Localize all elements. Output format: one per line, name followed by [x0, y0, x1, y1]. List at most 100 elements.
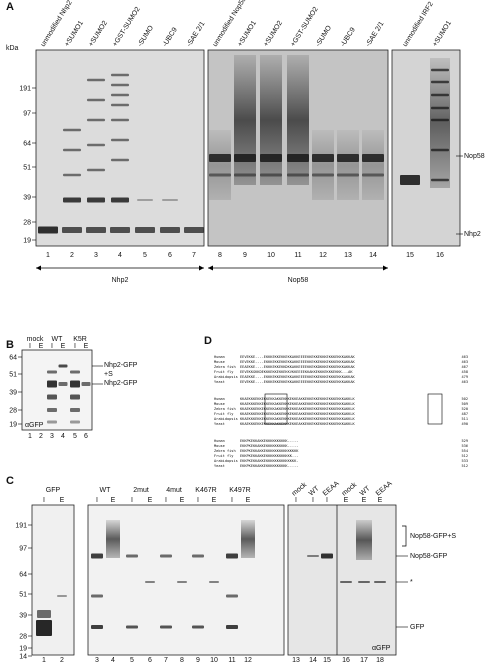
- species-label: Arabidopsis: [214, 459, 238, 463]
- group-label: EEAA: [322, 480, 341, 498]
- lane-number: 5: [73, 433, 77, 440]
- band: [47, 408, 57, 412]
- column-label: -SUMO: [315, 24, 334, 48]
- band: [431, 93, 449, 97]
- species-label: Mouse: [214, 402, 225, 406]
- fraction-label: I: [74, 343, 76, 350]
- column-label: -UBC9: [162, 26, 179, 48]
- residue-number: 458: [462, 370, 469, 374]
- band-label: +S: [104, 371, 113, 378]
- fraction-label: E: [111, 497, 116, 504]
- band: [91, 553, 103, 559]
- band: [260, 173, 282, 177]
- band: [126, 625, 138, 629]
- group-label: K497R: [229, 487, 250, 494]
- band: [287, 173, 309, 177]
- lane-number: 3: [95, 657, 99, 664]
- residue-number: 520: [462, 407, 469, 411]
- sequence: EKKPKEKKAKKEKKKKKKKKKK-----: [240, 439, 298, 443]
- band: [111, 197, 129, 203]
- group-label: WT: [359, 485, 372, 498]
- smear: [209, 130, 231, 200]
- lane-number: 1: [42, 657, 46, 664]
- column-label: +SUMO2: [263, 20, 284, 48]
- band: [63, 148, 81, 152]
- band: [260, 154, 282, 162]
- band: [135, 227, 155, 233]
- panel-label: D: [204, 335, 212, 347]
- band: [184, 227, 204, 233]
- fraction-label: I: [165, 497, 167, 504]
- band: [91, 625, 103, 629]
- smear: [234, 55, 256, 185]
- sequence: KKAEKKKEKKEKKEKKAKKEKKKEKKEAKKEKKEKKEKKK…: [240, 422, 356, 426]
- residue-number: 463: [462, 360, 469, 364]
- panel-label: C: [6, 475, 14, 487]
- band: [47, 420, 57, 424]
- species-label: Zebra fish: [214, 365, 236, 369]
- lane-number: 13: [344, 252, 352, 259]
- species-label: Human: [214, 397, 225, 401]
- band: [312, 154, 334, 162]
- band: [111, 118, 129, 122]
- fraction-label: I: [312, 497, 314, 504]
- lane-number: 11: [228, 657, 235, 664]
- band: [160, 227, 180, 233]
- band: [87, 143, 105, 147]
- fraction-label: E: [378, 497, 383, 504]
- band: [337, 154, 359, 162]
- residue-number: 512: [462, 464, 469, 468]
- band: [312, 173, 334, 177]
- band: [37, 610, 51, 618]
- smear: [312, 130, 334, 200]
- marker-label: 19: [23, 238, 31, 245]
- lane-number: 6: [84, 433, 88, 440]
- marker-label: 97: [23, 111, 31, 118]
- smear: [430, 58, 450, 188]
- sequence: EKKPKEKKAKKEKKKKKKKKKKKKKKK: [240, 449, 299, 453]
- band: [57, 595, 67, 597]
- sequence: EEVEKKE----EKKKEKKEKKEKKAKKEEEEKKEKKEKKK…: [240, 355, 356, 359]
- band: [234, 154, 256, 162]
- fraction-label: E: [84, 343, 89, 350]
- marker-label: 51: [19, 592, 27, 599]
- column-label: -SAE 2/1: [186, 21, 207, 49]
- lane-number: 7: [192, 252, 196, 259]
- band: [160, 625, 172, 629]
- band: [362, 173, 384, 177]
- bracket: [402, 525, 407, 547]
- sequence: EKKPKEKKAKKEKKKKKKKKKKKKKK-: [240, 459, 298, 463]
- species-label: Yeast: [214, 422, 225, 426]
- gel: [35, 49, 205, 247]
- lane-number: 4: [61, 433, 65, 440]
- sequence: EKKPKEKKAKKEKKKKKKKKKK-----: [240, 464, 298, 468]
- fraction-label: I: [197, 497, 199, 504]
- group-label: mock: [341, 481, 359, 497]
- sequence: KKAEKKKEKKEKKEKKAKKEKKKEKKEAKKEKKEKKEKKK…: [240, 402, 356, 406]
- lane-number: 17: [360, 657, 368, 664]
- species-label: Human: [214, 355, 225, 359]
- marker-label: 51: [23, 165, 31, 172]
- band: [47, 394, 57, 400]
- residue-number: 490: [462, 422, 469, 426]
- lane-number: 11: [294, 252, 301, 259]
- marker-label: 191: [19, 86, 31, 93]
- residue-number: 533: [462, 459, 469, 463]
- group-label: WT: [100, 487, 112, 494]
- band: [431, 148, 449, 152]
- group-label: 4mut: [166, 487, 182, 494]
- band: [362, 154, 384, 162]
- residue-number: 509: [462, 402, 469, 406]
- smear: [260, 55, 282, 185]
- band: [87, 98, 105, 102]
- marker-label: 64: [9, 355, 17, 362]
- species-label: Mouse: [214, 444, 225, 448]
- column-label: +SUMO1: [64, 20, 85, 48]
- lane-number: 8: [180, 657, 184, 664]
- smear: [106, 520, 120, 558]
- band: [70, 394, 80, 400]
- species-label: Zebra fish: [214, 407, 236, 411]
- fraction-label: E: [61, 343, 66, 350]
- antibody-label: αGFP: [372, 645, 391, 652]
